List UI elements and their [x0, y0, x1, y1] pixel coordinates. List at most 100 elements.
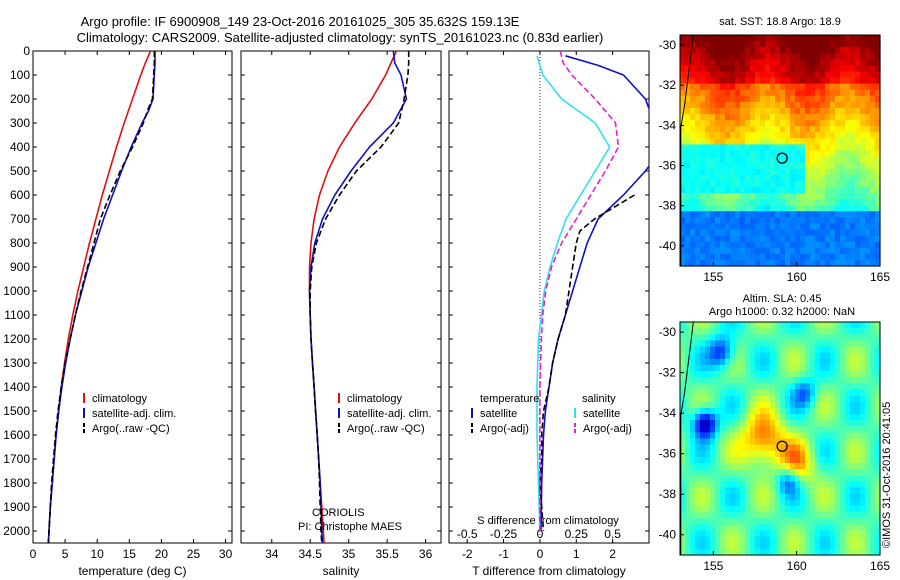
map-cell	[785, 438, 791, 446]
map-cell	[800, 120, 806, 127]
map-cell	[775, 95, 781, 103]
map-cell	[790, 487, 796, 495]
map-cell	[705, 53, 711, 60]
map-cell	[795, 463, 801, 470]
x-axis-label: T difference from climatology	[472, 564, 626, 578]
map-cell	[835, 340, 841, 348]
map-cell	[760, 438, 766, 446]
map-cell	[710, 89, 716, 97]
map-cell	[790, 229, 796, 237]
map-cell	[850, 120, 856, 127]
map-cell	[855, 101, 861, 109]
map-cell	[870, 89, 876, 97]
map-cell	[830, 505, 836, 513]
map-cell	[735, 469, 741, 476]
map-cell	[735, 199, 741, 206]
map-cell	[875, 168, 881, 176]
map-cell	[835, 186, 841, 194]
map-cell	[735, 481, 741, 489]
map-cell	[790, 253, 796, 261]
map-cell	[690, 438, 696, 446]
map-cell	[755, 469, 761, 476]
map-cell	[840, 542, 846, 550]
map-cell	[825, 241, 831, 249]
map-cell	[690, 475, 696, 483]
map-cell	[775, 493, 781, 501]
map-cell	[685, 322, 691, 329]
map-cell	[805, 101, 811, 109]
map-cell	[730, 77, 736, 85]
map-cell	[740, 413, 746, 421]
map-cell	[690, 377, 696, 384]
y-tick-label: 1600	[3, 428, 30, 442]
map-cell	[690, 120, 696, 127]
map-cell	[750, 413, 756, 421]
map-cell	[855, 126, 861, 133]
map-cell	[700, 505, 706, 513]
map-cell	[735, 334, 741, 341]
map-cell	[710, 150, 716, 158]
map-cell	[875, 180, 881, 188]
map-cell	[715, 328, 721, 335]
map-cell	[750, 420, 756, 427]
map-cell	[870, 518, 876, 525]
map-cell	[730, 95, 736, 103]
map-cell	[860, 364, 866, 372]
map-cell	[860, 438, 866, 446]
map-cell	[865, 156, 871, 164]
map-cell	[870, 444, 876, 452]
map-cell	[865, 114, 871, 121]
map-cell	[710, 241, 716, 249]
map-cell	[715, 107, 721, 115]
map-cell	[720, 512, 726, 519]
map-cell	[715, 101, 721, 109]
map-cell	[825, 518, 831, 525]
map-cell	[780, 126, 786, 133]
map-cell	[860, 340, 866, 348]
map-cell	[820, 59, 826, 66]
map-cell	[810, 358, 816, 366]
map-cell	[845, 114, 851, 121]
map-cell	[820, 253, 826, 261]
map-cell	[870, 150, 876, 158]
map-cell	[785, 259, 791, 267]
map-cell	[840, 186, 846, 194]
map-cell	[705, 114, 711, 121]
map-cell	[685, 444, 691, 452]
map-cell	[680, 377, 686, 384]
map-cell	[685, 542, 691, 550]
map-cell	[710, 247, 716, 255]
map-cell	[700, 548, 706, 556]
map-cell	[710, 340, 716, 348]
map-cell	[755, 364, 761, 372]
map-cell	[745, 150, 751, 158]
map-cell	[760, 162, 766, 170]
map-cell	[830, 340, 836, 348]
map-cell	[830, 444, 836, 452]
map-cell	[860, 107, 866, 115]
map-cell	[780, 180, 786, 188]
map-cell	[740, 71, 746, 79]
map-cell	[740, 47, 746, 54]
map-cell	[680, 77, 686, 85]
map-cell	[785, 138, 791, 146]
map-cell	[875, 548, 881, 556]
map-cell	[765, 407, 771, 415]
map-cell	[750, 444, 756, 452]
map-cell	[825, 35, 831, 42]
map-cell	[830, 65, 836, 73]
map-cell	[800, 47, 806, 54]
map-cell	[745, 95, 751, 103]
map-cell	[730, 512, 736, 519]
map-cell	[780, 383, 786, 391]
map-cell	[785, 71, 791, 79]
map-cell	[770, 401, 776, 409]
map-cell	[870, 223, 876, 231]
map-cell	[775, 413, 781, 421]
map-cell	[815, 193, 821, 200]
map-cell	[830, 358, 836, 366]
map-cell	[850, 450, 856, 458]
map-cell	[775, 168, 781, 176]
map-cell	[830, 211, 836, 218]
map-cell	[870, 253, 876, 261]
